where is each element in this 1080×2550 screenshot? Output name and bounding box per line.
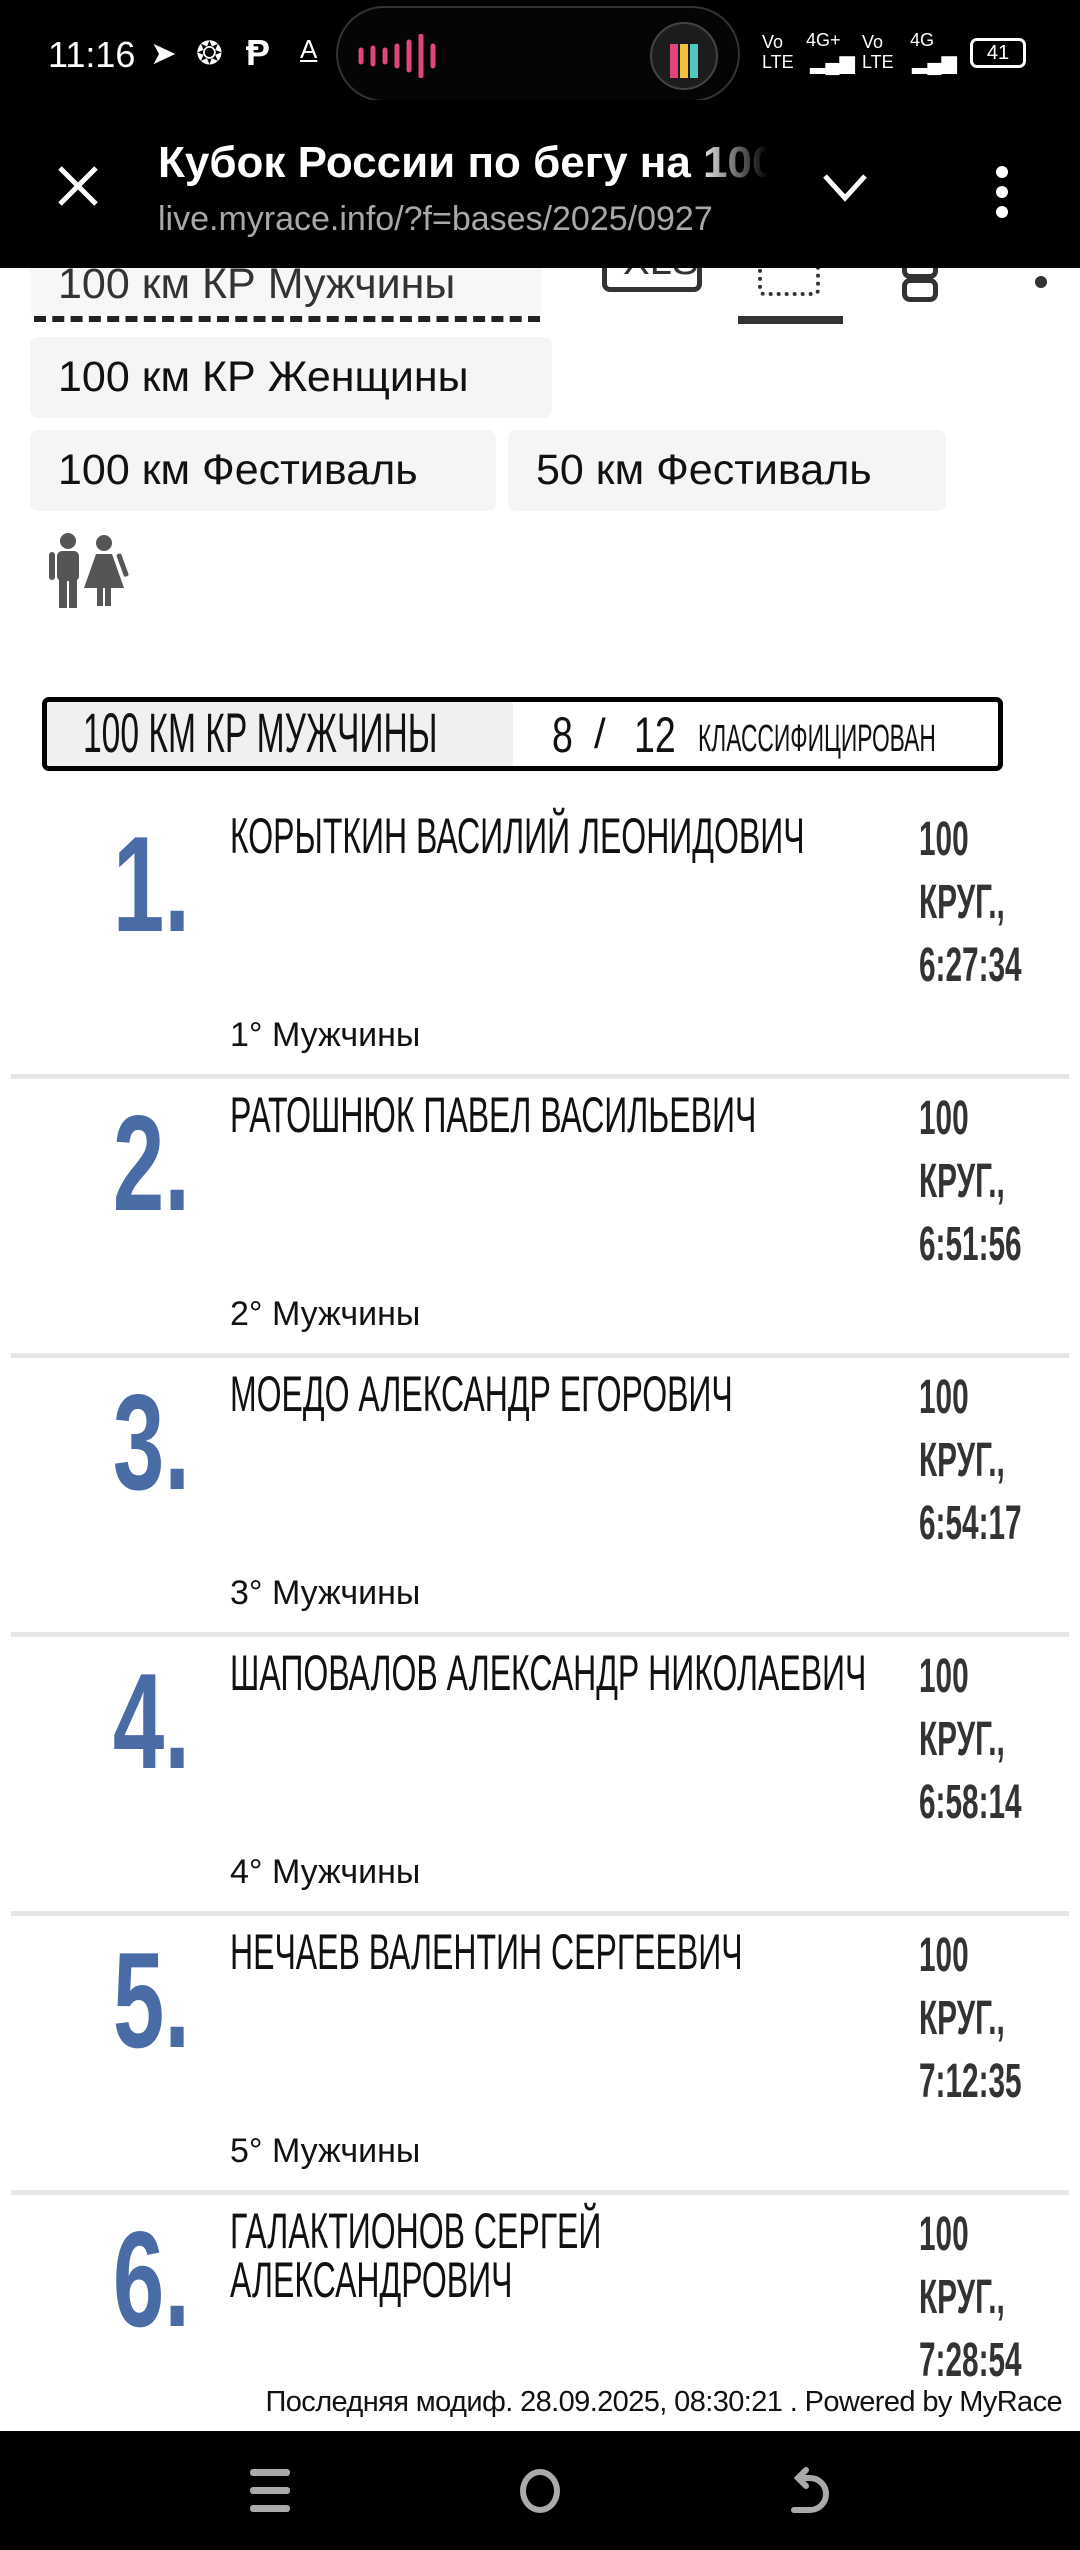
result-row[interactable]: 5. НЕЧАЕВ ВАЛЕНТИН СЕРГЕЕВИЧ 100 КРУГ., 7:12… xyxy=(0,1916,1080,2195)
layers-icon[interactable] xyxy=(902,262,938,302)
custom-tab-toolbar: Кубок России по бегу на 100 live.myrace.… xyxy=(0,100,1080,268)
category-title-cell: 100 КМ КР МУЖЧИНЫ xyxy=(47,702,513,766)
home-icon[interactable] xyxy=(520,2469,560,2513)
page-url[interactable]: live.myrace.info/?f=bases/2025/0927 xyxy=(158,200,713,238)
classified-label: КЛАССИФИЦИРОВАН xyxy=(698,718,936,760)
row-divider xyxy=(11,2190,1069,2195)
footer-text: Последняя модиф. 28.09.2025, 08:30:21 . … xyxy=(265,2386,1063,2418)
laps-unit: КРУГ., xyxy=(919,2271,1005,2324)
volte-1: Vo LTE xyxy=(762,32,794,72)
rank-number: 4. xyxy=(112,1645,190,1797)
athlete-name: МОЕДО АЛЕКСАНДР ЕГОРОВИЧ xyxy=(230,1366,733,1422)
media-pill[interactable] xyxy=(336,6,740,102)
category-header: 100 КМ КР МУЖЧИНЫ 8 / 12 КЛАССИФИЦИРОВАН xyxy=(42,697,1003,771)
close-icon[interactable] xyxy=(56,164,100,208)
category-place: 3° Мужчины xyxy=(230,1574,421,1612)
signal-icon-2: ▂▄▆ xyxy=(912,52,957,74)
laps-count: 100 xyxy=(919,1929,969,1982)
laps-count: 100 xyxy=(919,1092,969,1145)
telegram-icon: ➤ xyxy=(150,35,177,71)
row-divider xyxy=(11,1074,1069,1079)
classified-value: 8 xyxy=(552,707,573,763)
network-type-1: 4G+ xyxy=(806,30,841,50)
laps-count: 100 xyxy=(919,1650,969,1703)
laps-unit: КРУГ., xyxy=(919,876,1005,929)
a-icon: A xyxy=(300,34,318,64)
total-value: 12 xyxy=(634,707,676,763)
page-title: Кубок России по бегу на 100 xyxy=(158,138,768,187)
result-row[interactable]: 4. ШАПОВАЛОВ АЛЕКСАНДР НИКОЛАЕВИЧ 100 КРУГ.… xyxy=(0,1637,1080,1916)
finish-time: 6:27:34 xyxy=(919,939,1022,992)
finish-time: 6:51:56 xyxy=(919,1218,1022,1271)
race-tab-festival-100[interactable]: 100 км Фестиваль xyxy=(30,430,496,511)
laps-count: 100 xyxy=(919,1371,969,1424)
race-tab-label: 50 км Фестиваль xyxy=(536,446,872,494)
laps-count: 100 xyxy=(919,813,969,866)
rank-number: 6. xyxy=(112,2203,190,2355)
recent-apps-icon[interactable] xyxy=(250,2469,290,2513)
more-icon[interactable] xyxy=(1035,276,1047,288)
laps-unit: КРУГ., xyxy=(919,1155,1005,1208)
laps-unit: КРУГ., xyxy=(919,1434,1005,1487)
battery-icon: 41 xyxy=(970,38,1026,68)
laps-unit: КРУГ., xyxy=(919,1713,1005,1766)
rank-number: 2. xyxy=(112,1087,190,1239)
volte-2: Vo LTE xyxy=(862,32,894,72)
race-tab-festival-50[interactable]: 50 км Фестиваль xyxy=(508,430,946,511)
page-content: 100 км КР Мужчины XLS 100 км КР Женщины … xyxy=(0,250,1080,2387)
category-place: 4° Мужчины xyxy=(230,1853,421,1891)
laps-count: 100 xyxy=(919,2208,969,2261)
chevron-down-icon[interactable] xyxy=(822,172,868,202)
row-divider xyxy=(11,1632,1069,1637)
leaf-icon: ❂ xyxy=(196,35,223,71)
row-divider xyxy=(11,1353,1069,1358)
network-type-2: 4G xyxy=(910,30,935,50)
result-row[interactable]: 3. МОЕДО АЛЕКСАНДР ЕГОРОВИЧ 100 КРУГ., 6:54:… xyxy=(0,1358,1080,1637)
signal-icon-1: ▂▄▆ xyxy=(810,52,855,74)
category-place: 5° Мужчины xyxy=(230,2132,421,2170)
race-tab-label: 100 км Фестиваль xyxy=(58,446,418,494)
category-place: 2° Мужчины xyxy=(230,1295,421,1333)
race-tab-label: 100 км КР Женщины xyxy=(58,353,469,401)
battery-level: 41 xyxy=(986,42,1010,64)
status-bar: 11:16 ➤ ❂ Ᵽ A Vo LTE 4G+ ▂▄▆ Vo LTE 4G ▂… xyxy=(0,0,1080,102)
print-view-tab-underline xyxy=(738,316,843,324)
people-icon[interactable] xyxy=(46,532,130,608)
race-tab-women-100[interactable]: 100 км КР Женщины xyxy=(30,337,552,418)
laps-unit: КРУГ., xyxy=(919,1992,1005,2045)
active-tab-dashed-underline xyxy=(34,316,540,322)
p-icon: Ᵽ xyxy=(246,32,271,73)
system-nav-bar xyxy=(0,2431,1080,2550)
result-row[interactable]: 2. РАТОШНЮК ПАВЕЛ ВАСИЛЬЕВИЧ 100 КРУГ., 6:51… xyxy=(0,1079,1080,1358)
footer-bar: Последняя модиф. 28.09.2025, 08:30:21 . … xyxy=(0,2380,1080,2431)
row-divider xyxy=(11,1911,1069,1916)
rank-number: 5. xyxy=(112,1924,190,2076)
category-place: 1° Мужчины xyxy=(230,1016,421,1054)
kebab-menu-icon[interactable] xyxy=(994,166,1010,220)
back-icon[interactable] xyxy=(788,2467,832,2515)
athlete-name: КОРЫТКИН ВАСИЛИЙ ЛЕОНИДОВИЧ xyxy=(230,808,805,864)
classified-separator: / xyxy=(594,710,606,757)
audiobook-app-icon xyxy=(650,22,718,90)
rank-number: 3. xyxy=(112,1366,190,1518)
result-row[interactable]: 6. ГАЛАКТИОНОВ СЕРГЕЙ АЛЕКСАНДРОВИЧ 100 КРУ… xyxy=(0,2195,1080,2474)
athlete-name: ГАЛАКТИОНОВ СЕРГЕЙ АЛЕКСАНДРОВИЧ xyxy=(230,2203,602,2308)
athlete-name: ШАПОВАЛОВ АЛЕКСАНДР НИКОЛАЕВИЧ xyxy=(230,1645,867,1701)
finish-time: 7:28:54 xyxy=(919,2334,1022,2387)
athlete-name: НЕЧАЕВ ВАЛЕНТИН СЕРГЕЕВИЧ xyxy=(230,1924,743,1980)
category-title: 100 КМ КР МУЖЧИНЫ xyxy=(83,701,438,764)
finish-time: 6:54:17 xyxy=(919,1497,1022,1550)
rank-number: 1. xyxy=(112,808,190,960)
finish-time: 6:58:14 xyxy=(919,1776,1022,1829)
clock: 11:16 xyxy=(48,34,136,75)
athlete-name: РАТОШНЮК ПАВЕЛ ВАСИЛЬЕВИЧ xyxy=(230,1087,757,1143)
result-row[interactable]: 1. КОРЫТКИН ВАСИЛИЙ ЛЕОНИДОВИЧ 100 КРУГ., 6:… xyxy=(0,800,1080,1079)
finish-time: 7:12:35 xyxy=(919,2055,1022,2108)
audio-wave-icon xyxy=(358,34,436,78)
